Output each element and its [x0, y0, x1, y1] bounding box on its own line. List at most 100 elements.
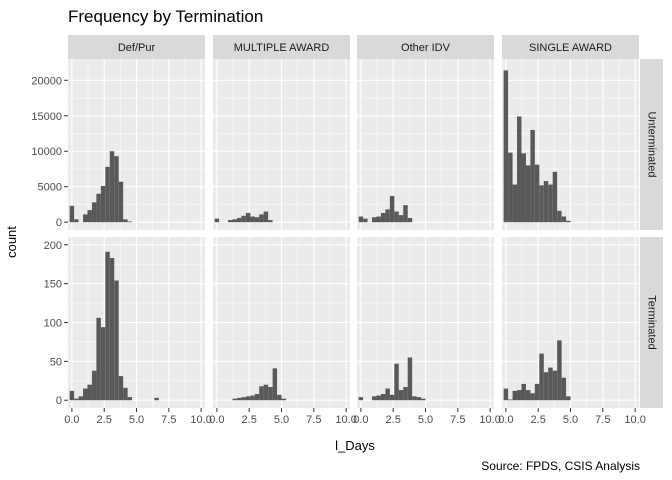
- chart-title: Frequency by Termination: [68, 7, 263, 26]
- facet-strip-single-award: [502, 35, 639, 59]
- x-tick-label: 7.5: [595, 414, 610, 426]
- x-tick-label: 7.5: [306, 414, 321, 426]
- histogram-bar: [250, 395, 255, 401]
- histogram-bar: [380, 212, 386, 223]
- histogram-bar: [154, 397, 159, 401]
- histogram-bar: [123, 387, 128, 401]
- facet-strip-label-other-idv: Other IDV: [401, 42, 451, 54]
- histogram-bar: [83, 388, 88, 401]
- facet-strip-multiple-award: [213, 35, 350, 59]
- histogram-bar: [534, 164, 540, 223]
- histogram-bar: [407, 357, 413, 401]
- histogram-bar: [69, 390, 75, 401]
- histogram-bar: [232, 398, 237, 401]
- facet-strip-label-multiple-award: MULTIPLE AWARD: [234, 42, 330, 54]
- histogram-bar: [259, 386, 264, 401]
- histogram-bar: [245, 396, 251, 401]
- y-tick-label: 10000: [31, 146, 62, 158]
- facet-strip-label-def-pur: Def/Pur: [118, 42, 156, 54]
- histogram-bar: [503, 388, 509, 401]
- histogram-bar: [69, 205, 75, 223]
- x-tick-label: 5.0: [274, 414, 289, 426]
- y-tick-label: 100: [44, 318, 62, 330]
- histogram-bar: [228, 220, 233, 223]
- histogram-bar: [254, 394, 260, 401]
- y-tick-label: 0: [56, 217, 62, 229]
- histogram-bar: [114, 280, 119, 401]
- chart-caption: Source: FPDS, CSIS Analysis: [481, 459, 640, 473]
- histogram-bar: [281, 398, 286, 401]
- x-tick-label: 5.0: [129, 414, 144, 426]
- facet-strip-other-idv: [357, 35, 494, 59]
- histogram-bar: [127, 221, 133, 223]
- histogram-bar: [517, 390, 522, 401]
- histogram-bar: [548, 367, 553, 401]
- x-tick-label: 0.0: [209, 414, 224, 426]
- histogram-bar: [236, 397, 242, 401]
- histogram-bar: [403, 387, 408, 401]
- histogram-bar: [525, 390, 531, 401]
- x-tick-label: 10.0: [624, 414, 645, 426]
- x-tick-label: 0.0: [64, 414, 79, 426]
- histogram-bar: [123, 219, 128, 223]
- histogram-bar: [534, 383, 540, 401]
- histogram-bar: [105, 166, 110, 223]
- histogram-bar: [512, 390, 518, 401]
- histogram-bar: [241, 215, 246, 223]
- histogram-bar: [517, 116, 522, 223]
- y-tick-label: 50: [50, 356, 62, 368]
- histogram-bar: [376, 216, 381, 223]
- x-tick-label: 7.5: [450, 414, 465, 426]
- y-tick-label: 5000: [38, 182, 62, 194]
- histogram-bar: [421, 398, 426, 401]
- histogram-bar: [530, 393, 535, 401]
- y-tick-label: 200: [44, 240, 62, 252]
- x-tick-label: 5.0: [563, 414, 578, 426]
- histogram-bar: [100, 327, 106, 401]
- histogram-bar: [389, 195, 395, 223]
- x-tick-label: 2.5: [386, 414, 401, 426]
- histogram-bar: [372, 396, 377, 401]
- facet-strip-def-pur: [68, 35, 205, 59]
- histogram-bar: [543, 372, 549, 401]
- histogram-bar: [118, 181, 124, 223]
- histogram-bar: [508, 152, 513, 223]
- histogram-bar: [521, 153, 526, 223]
- histogram-bar: [403, 205, 408, 223]
- histogram-bar: [127, 397, 133, 401]
- histogram-bar: [268, 220, 273, 223]
- histogram-bar: [232, 219, 237, 223]
- x-tick-label: 2.5: [531, 414, 546, 426]
- y-tick-label: 20000: [31, 75, 62, 87]
- histogram-bar: [259, 214, 264, 223]
- histogram-bar: [74, 219, 79, 223]
- facet-strip-label-terminated: Terminated: [646, 295, 658, 349]
- x-tick-label: 2.5: [242, 414, 257, 426]
- histogram-bar: [539, 185, 544, 223]
- facet-grid: Def/Pur MULTIPLE AWARD Other IDV SINGLE AWA…: [31, 35, 663, 426]
- histogram-bar: [363, 218, 368, 223]
- histogram-bar: [394, 363, 399, 401]
- histogram-bar: [566, 220, 571, 223]
- histogram-bar: [263, 211, 269, 223]
- x-tick-label: 0.0: [498, 414, 513, 426]
- facet-strip-label-single-award: SINGLE AWARD: [529, 42, 612, 54]
- histogram-bar: [118, 376, 124, 401]
- histogram-bar: [561, 377, 567, 401]
- histogram-bar: [503, 70, 509, 223]
- histogram-bar: [87, 384, 92, 401]
- facet-strip-unterminated: [640, 59, 663, 230]
- histogram-bar: [277, 394, 282, 401]
- histogram-bar: [241, 397, 246, 401]
- y-tick-label: 150: [44, 279, 62, 291]
- histogram-bar: [100, 186, 106, 223]
- histogram-bar: [412, 396, 417, 401]
- histogram-bar: [552, 171, 558, 223]
- histogram-bar: [372, 217, 377, 223]
- facet-strip-label-unterminated: Unterminated: [646, 111, 658, 177]
- histogram-bar: [566, 396, 571, 401]
- histogram-bar: [525, 165, 531, 223]
- histogram-bar: [376, 395, 381, 401]
- histogram-bar: [416, 397, 422, 401]
